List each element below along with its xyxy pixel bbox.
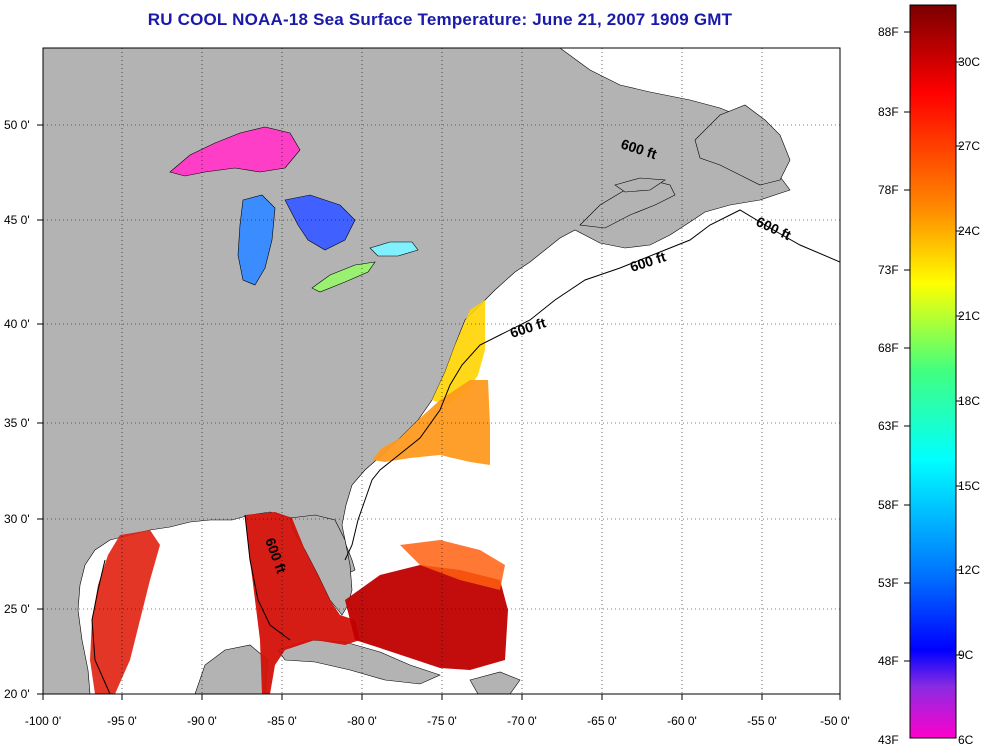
sst-offshore-east xyxy=(400,540,505,590)
yucatan-land xyxy=(194,644,269,694)
lat-tick-label: 40 0' xyxy=(4,317,30,331)
colorbar-f-label: 43F xyxy=(878,733,899,747)
colorbar-c-label: 6C xyxy=(958,733,974,747)
lon-axis: -100 0' -95 0' -90 0' -85 0' -80 0' -75 … xyxy=(25,694,850,728)
colorbar-f-label: 78F xyxy=(878,183,899,197)
anticosti-land xyxy=(614,177,666,193)
lon-tick-label: -85 0' xyxy=(267,714,297,728)
map-area: 600 ft 600 ft 600 ft 600 ft 600 ft xyxy=(43,48,840,694)
isobath-600ft-gulf xyxy=(91,514,291,694)
colorbar-c-label: 30C xyxy=(958,55,980,69)
lake-huron xyxy=(284,194,356,251)
lat-tick-label: 30 0' xyxy=(4,512,30,526)
lat-tick-label: 45 0' xyxy=(4,213,30,227)
colorbar-f-label: 48F xyxy=(878,654,899,668)
lon-tick-label: -75 0' xyxy=(427,714,457,728)
hispaniola-land xyxy=(469,671,521,694)
lon-tick-label: -100 0' xyxy=(25,714,61,728)
lat-tick-label: 20 0' xyxy=(4,687,30,701)
lon-tick-label: -55 0' xyxy=(747,714,777,728)
colorbar-f-label: 83F xyxy=(878,105,899,119)
lon-tick-label: -80 0' xyxy=(347,714,377,728)
newfoundland-land xyxy=(694,104,791,186)
map-title: RU COOL NOAA-18 Sea Surface Temperature:… xyxy=(147,10,733,29)
lat-tick-label: 35 0' xyxy=(4,416,30,430)
colorbar-f-label: 58F xyxy=(878,498,899,512)
lake-michigan xyxy=(237,194,276,286)
colorbar-c-label: 18C xyxy=(958,394,980,408)
sst-gulf-west xyxy=(90,530,160,694)
sst-swath-midatlantic xyxy=(432,300,485,405)
colorbar-f-label: 73F xyxy=(878,263,899,277)
lon-tick-label: -50 0' xyxy=(820,714,850,728)
colorbar-f-label: 63F xyxy=(878,419,899,433)
sst-gulf-central xyxy=(245,512,360,694)
lon-tick-label: -60 0' xyxy=(667,714,697,728)
lat-tick-label: 50 0' xyxy=(4,118,30,132)
colorbar-c-label: 12C xyxy=(958,563,980,577)
colorbar-c-label: 9C xyxy=(958,648,974,662)
sst-florida-straits xyxy=(345,565,508,670)
lon-tick-label: -70 0' xyxy=(507,714,537,728)
colorbar-f-label: 88F xyxy=(878,25,899,39)
lon-tick-label: -90 0' xyxy=(187,714,217,728)
colorbar-gradient xyxy=(909,4,957,739)
nova-scotia-land xyxy=(579,179,676,229)
colorbar-f-label: 53F xyxy=(878,576,899,590)
lon-tick-label: -95 0' xyxy=(107,714,137,728)
lon-tick-label: -65 0' xyxy=(587,714,617,728)
colorbar-c-label: 21C xyxy=(958,309,980,323)
lake-erie xyxy=(311,261,376,293)
lake-ontario xyxy=(369,241,419,257)
colorbar-f-label: 68F xyxy=(878,341,899,355)
lake-superior xyxy=(169,126,301,177)
lat-axis: 50 0' 45 0' 40 0' 35 0' 30 0' 25 0' 20 0… xyxy=(4,118,43,701)
colorbar-c-label: 15C xyxy=(958,479,980,493)
temperature-colorbar: 88F 83F 78F 73F 68F 63F 58F 53F 48F 43F … xyxy=(878,4,980,747)
colorbar-c-label: 24C xyxy=(958,224,980,238)
colorbar-c-label: 27C xyxy=(958,139,980,153)
lat-tick-label: 25 0' xyxy=(4,602,30,616)
graticule xyxy=(43,48,840,694)
